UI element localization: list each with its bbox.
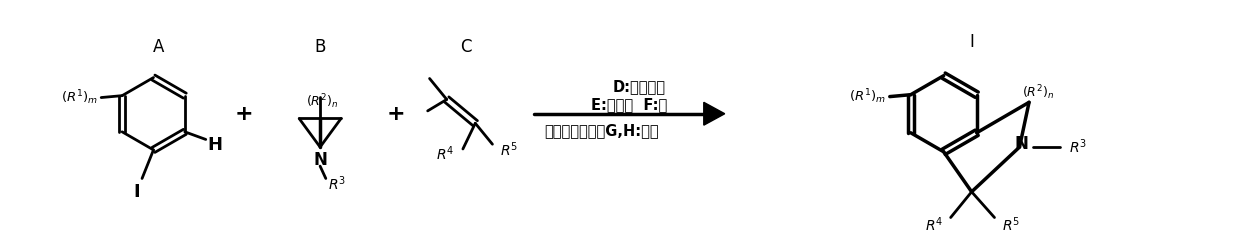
Text: I: I: [133, 183, 140, 201]
Text: C: C: [460, 38, 471, 56]
Text: N: N: [1014, 135, 1028, 153]
Text: B: B: [315, 38, 326, 56]
Text: $R^4$: $R^4$: [925, 216, 944, 234]
Text: H: H: [208, 136, 223, 154]
Text: $R^5$: $R^5$: [500, 141, 518, 159]
Text: $(R^2)_n$: $(R^2)_n$: [1023, 83, 1055, 102]
Text: D:催化剂，: D:催化剂，: [613, 80, 666, 95]
Text: I: I: [970, 33, 975, 51]
Text: E:配体，  F:碱: E:配体， F:碱: [591, 97, 667, 112]
Polygon shape: [704, 102, 724, 125]
Text: $R^3$: $R^3$: [1069, 138, 1087, 156]
Text: A: A: [153, 38, 164, 56]
Text: +: +: [387, 104, 405, 124]
Text: $(R^2)_n$: $(R^2)_n$: [306, 93, 339, 111]
Text: $R^3$: $R^3$: [327, 174, 346, 193]
Text: $(R^1)_m$: $(R^1)_m$: [849, 87, 885, 106]
Text: +: +: [234, 104, 253, 124]
Text: $R^4$: $R^4$: [436, 144, 454, 163]
Text: 降冰片烯衍生物G,H:溶剂: 降冰片烯衍生物G,H:溶剂: [544, 123, 658, 138]
Text: $(R^1)_m$: $(R^1)_m$: [61, 88, 98, 107]
Text: N: N: [314, 151, 327, 169]
Text: $R^5$: $R^5$: [1002, 216, 1021, 234]
